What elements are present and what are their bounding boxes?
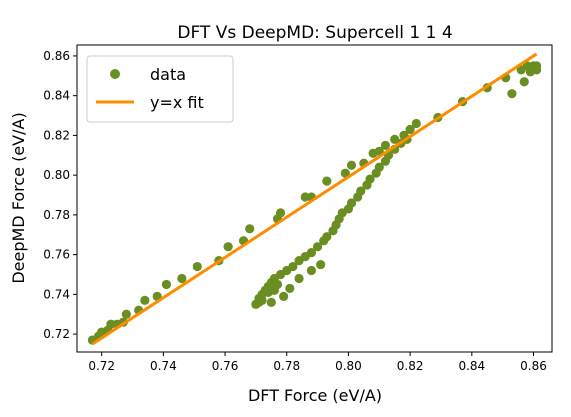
data-point: [140, 295, 150, 305]
data-point: [257, 295, 267, 305]
x-tick-label: 0.78: [273, 359, 300, 373]
data-point: [161, 279, 172, 290]
fit-line: [91, 52, 538, 346]
y-axis: 0.72 0.74 0.76 0.78 0.80 0.82 0.84 0.86: [43, 49, 77, 341]
plot-area: [87, 52, 542, 346]
legend-data-marker: [110, 69, 120, 79]
data-point: [223, 242, 233, 252]
data-point: [322, 176, 332, 186]
data-point: [519, 77, 529, 87]
data-point: [285, 283, 295, 294]
chart-title: DFT Vs DeepMD: Supercell 1 1 4: [177, 23, 452, 43]
data-point: [306, 265, 317, 276]
data-point: [340, 168, 350, 178]
data-point: [374, 162, 384, 172]
y-tick-label: 0.86: [43, 49, 70, 63]
data-point: [356, 186, 366, 196]
legend: data y=x fit: [86, 55, 234, 123]
x-tick-label: 0.86: [520, 359, 547, 373]
data-point: [380, 140, 391, 150]
data-point: [177, 273, 187, 284]
x-axis-label: DFT Force (eV/A): [248, 386, 382, 405]
x-tick-label: 0.80: [335, 359, 362, 373]
data-point: [322, 232, 332, 242]
data-point: [288, 261, 298, 272]
data-point: [316, 259, 326, 270]
x-tick-label: 0.74: [150, 359, 177, 373]
data-point: [121, 309, 131, 319]
data-point: [275, 208, 286, 218]
y-tick-label: 0.76: [43, 248, 70, 262]
data-point: [192, 261, 202, 272]
data-point: [266, 297, 276, 307]
x-axis: 0.72 0.74 0.76 0.78 0.80 0.82 0.84 0.86: [88, 352, 547, 373]
data-point: [294, 273, 304, 284]
y-tick-label: 0.84: [43, 89, 70, 103]
y-tick-label: 0.74: [43, 287, 70, 301]
x-tick-label: 0.76: [212, 359, 239, 373]
x-tick-label: 0.82: [397, 359, 424, 373]
data-point: [507, 89, 517, 99]
data-point: [306, 248, 317, 258]
data-point: [531, 65, 542, 75]
axes-frame: [76, 44, 553, 353]
x-tick-label: 0.84: [458, 359, 485, 373]
legend-label-fit: y=x fit: [150, 93, 204, 112]
data-point: [365, 174, 375, 184]
y-tick-label: 0.72: [43, 327, 70, 341]
data-point: [312, 242, 323, 252]
legend-label-data: data: [150, 65, 186, 84]
data-point: [269, 285, 280, 296]
x-tick-label: 0.72: [88, 359, 115, 373]
data-point: [405, 124, 415, 135]
y-axis-label: DeepMD Force (eV/A): [9, 112, 28, 283]
y-tick-label: 0.78: [43, 208, 70, 222]
y-tick-label: 0.80: [43, 168, 70, 182]
data-point: [245, 224, 255, 234]
y-tick-label: 0.82: [43, 128, 70, 142]
data-point: [346, 198, 357, 208]
data-point: [411, 118, 421, 129]
data-point: [346, 160, 357, 170]
legend-box: [86, 55, 234, 123]
data-point: [279, 291, 289, 301]
